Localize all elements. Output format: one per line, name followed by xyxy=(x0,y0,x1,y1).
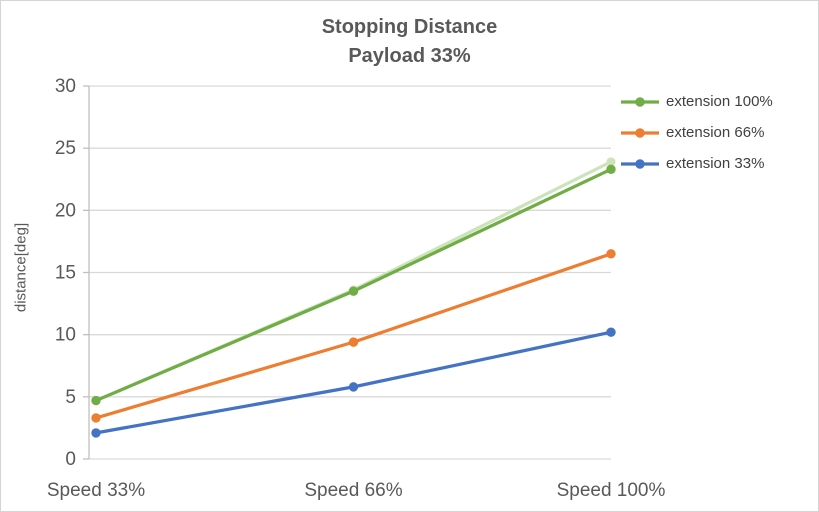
chart-title: Stopping Distance Payload 33% xyxy=(1,13,818,71)
series-marker-faint-overlay xyxy=(606,157,616,167)
legend-label: extension 33% xyxy=(666,155,765,172)
y-tick-label: 30 xyxy=(55,76,76,97)
legend-label: extension 100% xyxy=(666,93,773,110)
y-tick-label: 10 xyxy=(55,325,76,346)
series-marker-extension-33- xyxy=(606,327,616,337)
y-tick-label: 25 xyxy=(55,138,76,159)
x-tick-label: Speed 66% xyxy=(304,480,402,501)
x-tick-label: Speed 33% xyxy=(47,480,145,501)
series-marker-extension-66- xyxy=(91,413,101,423)
series-marker-extension-66- xyxy=(606,249,616,259)
y-tick-label: 0 xyxy=(65,449,76,470)
chart-title-line1: Stopping Distance xyxy=(321,16,498,38)
series-marker-extension-100- xyxy=(606,164,616,175)
y-tick-label: 15 xyxy=(55,263,76,284)
legend-marker-icon xyxy=(621,127,659,138)
series-marker-extension-100- xyxy=(348,286,359,296)
series-marker-extension-66- xyxy=(348,337,359,347)
y-tick-label: 20 xyxy=(55,200,76,221)
series-marker-extension-100- xyxy=(91,395,101,406)
x-tick-label: Speed 100% xyxy=(557,480,666,501)
series-marker-extension-33- xyxy=(91,428,101,438)
legend-item: extension 33% xyxy=(621,155,773,172)
legend: extension 100% extension 66% extension 33% xyxy=(621,93,773,172)
chart-title-line2: Payload 33% xyxy=(348,45,471,67)
legend-marker-icon xyxy=(621,96,659,107)
legend-item: extension 66% xyxy=(621,124,773,141)
y-tick-label: 5 xyxy=(65,387,76,408)
legend-item: extension 100% xyxy=(621,93,773,110)
series-line-extension-66- xyxy=(94,252,613,420)
series-marker-extension-33- xyxy=(348,382,359,392)
legend-label: extension 66% xyxy=(666,124,765,141)
legend-marker-icon xyxy=(621,158,659,169)
